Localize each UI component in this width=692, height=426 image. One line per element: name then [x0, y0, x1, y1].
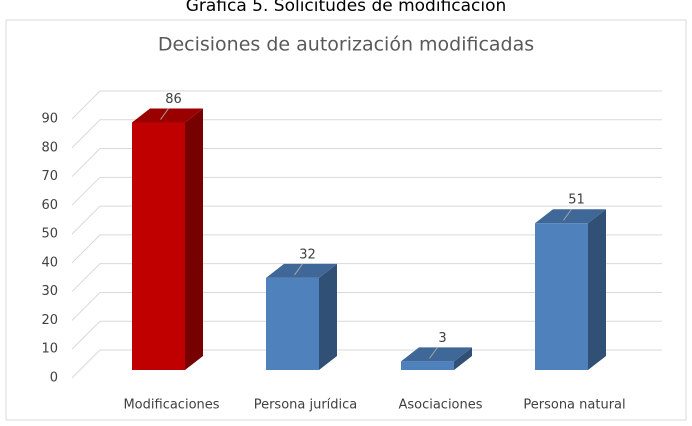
x-tick-label: Modificaciones	[123, 398, 219, 413]
data-label: 32	[299, 247, 316, 262]
label-leader	[563, 208, 572, 221]
bar	[132, 122, 185, 370]
y-tick-label: 30	[41, 284, 58, 299]
grid-line	[71, 320, 662, 350]
y-tick-label: 60	[41, 198, 58, 213]
bar-side	[319, 263, 337, 370]
x-tick-label: Persona jurídica	[254, 398, 358, 413]
y-tick-label: 40	[41, 255, 58, 270]
y-tick-label: 20	[41, 313, 58, 328]
caption: Grafica 5. Solicitudes de modificacion	[186, 0, 507, 16]
grid-line	[71, 119, 662, 149]
chart-title: Decisiones de autorización modificadas	[158, 34, 534, 56]
bar-side	[454, 347, 472, 370]
grid-line	[71, 176, 662, 206]
grid-line	[71, 148, 662, 177]
data-label: 51	[568, 193, 585, 208]
x-tick-label: Persona natural	[523, 398, 625, 413]
grid-line	[71, 263, 662, 293]
grid-line	[71, 205, 662, 235]
bar-side	[185, 108, 203, 370]
y-tick-label: 50	[41, 227, 58, 242]
y-tick-label: 90	[41, 112, 58, 127]
grid-line	[71, 349, 662, 379]
bar	[266, 277, 319, 370]
bar	[535, 223, 588, 370]
x-tick-label: Asociaciones	[398, 398, 482, 413]
y-tick-label: 10	[41, 342, 58, 357]
data-label: 3	[438, 331, 446, 346]
y-tick-label: 0	[50, 371, 58, 386]
grid-line	[71, 234, 662, 264]
label-leader	[294, 263, 303, 276]
y-tick-label: 80	[41, 140, 58, 155]
bar	[401, 361, 454, 370]
bar-side	[588, 209, 606, 370]
data-label: 86	[165, 92, 182, 107]
label-leader	[160, 108, 169, 120]
bar-top	[535, 209, 606, 224]
label-leader	[429, 347, 438, 359]
bar-top	[266, 263, 337, 278]
grid-line	[71, 291, 662, 321]
bar-top	[132, 108, 203, 123]
y-tick-label: 70	[41, 169, 58, 184]
bar-top	[401, 347, 472, 362]
grid-line	[71, 90, 662, 120]
